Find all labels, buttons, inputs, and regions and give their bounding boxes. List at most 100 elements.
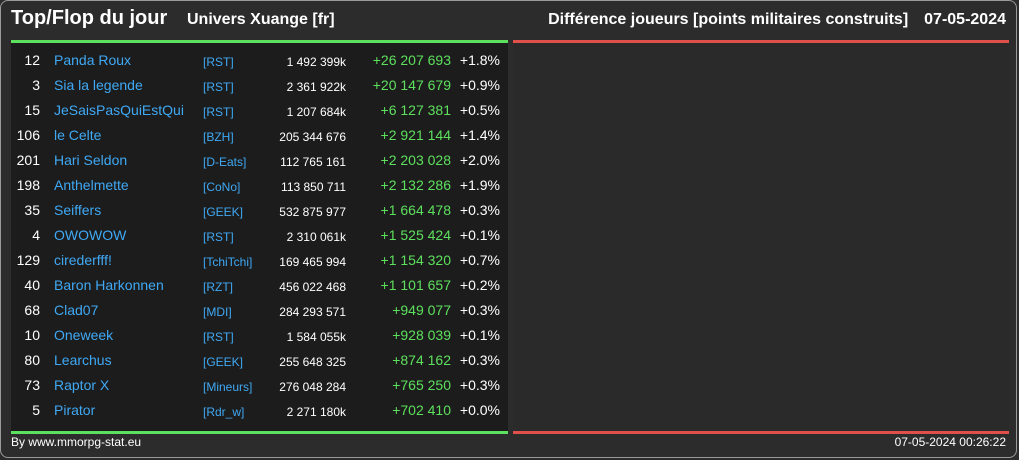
- table-row: 198 Anthelmette [CoNo] 113 850 711 +2 132 28…: [11, 175, 508, 200]
- percent-change: +0.3%: [459, 352, 500, 368]
- player-points: 1 207 684k: [286, 105, 346, 119]
- alliance-tag-link[interactable]: [Rdr_w]: [203, 405, 245, 419]
- table-row: 15 JeSaisPasQuiEstQui [RST] 1 207 684k +6 12…: [11, 100, 508, 125]
- top-panel: 12 Panda Roux [RST] 1 492 399k +26 207 693 +1…: [11, 43, 508, 433]
- header-right: Différence joueurs [points militaires co…: [548, 11, 1006, 29]
- player-name-link[interactable]: cirederfff!: [54, 252, 112, 268]
- top-section-bar: [11, 40, 508, 43]
- player-points: 2 310 061k: [286, 230, 346, 244]
- percent-change: +0.1%: [459, 227, 500, 243]
- table-row: 10 Oneweek [RST] 1 584 055k +928 039 +0.1%: [11, 325, 508, 350]
- alliance-tag-link[interactable]: [GEEK]: [203, 205, 244, 219]
- player-rank: 201: [16, 152, 40, 168]
- top-list: 12 Panda Roux [RST] 1 492 399k +26 207 693 +1…: [11, 50, 508, 425]
- alliance-tag-link[interactable]: [RST]: [203, 330, 234, 344]
- player-rank: 106: [16, 127, 40, 143]
- alliance-tag-link[interactable]: [D-Eats]: [203, 155, 247, 169]
- player-points: 112 765 161: [280, 155, 346, 169]
- alliance-tag-link[interactable]: [RZT]: [203, 280, 233, 294]
- player-points: 169 465 994: [279, 255, 346, 269]
- alliance-tag-link[interactable]: [CoNo]: [203, 180, 241, 194]
- player-name-link[interactable]: Sia la legende: [54, 77, 143, 93]
- player-points: 255 648 325: [279, 355, 346, 369]
- player-rank: 68: [24, 302, 40, 318]
- points-difference: +1 154 320: [380, 252, 451, 268]
- player-points: 2 271 180k: [286, 405, 346, 419]
- player-points: 113 850 711: [281, 180, 346, 194]
- percent-change: +0.9%: [459, 77, 500, 93]
- table-row: 73 Raptor X [Mineurs] 276 048 284 +765 250 +0…: [11, 375, 508, 400]
- alliance-tag-link[interactable]: [TchiTchi]: [203, 255, 253, 269]
- player-name-link[interactable]: Baron Harkonnen: [54, 277, 164, 293]
- flop-section-bar: [513, 40, 1009, 43]
- page-title: Top/Flop du jour: [11, 7, 168, 29]
- points-difference: +2 132 286: [380, 177, 451, 193]
- percent-change: +0.3%: [459, 202, 500, 218]
- points-difference: +2 921 144: [380, 127, 451, 143]
- points-difference: +702 410: [392, 402, 451, 418]
- top-section-bottom-bar: [11, 431, 508, 434]
- percent-change: +0.2%: [459, 277, 500, 293]
- points-difference: +20 147 679: [372, 77, 451, 93]
- points-difference: +928 039: [392, 327, 451, 343]
- player-name-link[interactable]: Clad07: [54, 302, 99, 318]
- player-name-link[interactable]: Pirator: [54, 402, 96, 418]
- points-difference: +6 127 381: [380, 102, 451, 118]
- percent-change: +0.3%: [459, 302, 500, 318]
- player-rank: 35: [24, 202, 40, 218]
- percent-change: +0.0%: [459, 402, 500, 418]
- player-name-link[interactable]: Oneweek: [54, 327, 114, 343]
- percent-change: +0.3%: [459, 377, 500, 393]
- report-date: 07-05-2024: [924, 11, 1006, 28]
- player-name-link[interactable]: le Celte: [54, 127, 102, 143]
- table-row: 129 cirederfff! [TchiTchi] 169 465 994 +1 15…: [11, 250, 508, 275]
- generated-timestamp: 07-05-2024 00:26:22: [894, 435, 1006, 449]
- points-difference: +765 250: [392, 377, 451, 393]
- table-row: 35 Seiffers [GEEK] 532 875 977 +1 664 478 +0.…: [11, 200, 508, 225]
- table-row: 201 Hari Seldon [D-Eats] 112 765 161 +2 203 …: [11, 150, 508, 175]
- table-row: 3 Sia la legende [RST] 2 361 922k +20 147 67…: [11, 75, 508, 100]
- player-points: 276 048 284: [279, 380, 346, 394]
- player-name-link[interactable]: Seiffers: [54, 202, 102, 218]
- alliance-tag-link[interactable]: [GEEK]: [203, 355, 244, 369]
- points-difference: +1 525 424: [380, 227, 451, 243]
- metric-label: Différence joueurs [points militaires co…: [548, 11, 909, 28]
- player-rank: 129: [16, 252, 40, 268]
- player-points: 456 022 468: [279, 280, 346, 294]
- alliance-tag-link[interactable]: [RST]: [203, 55, 234, 69]
- player-name-link[interactable]: OWOWOW: [54, 227, 127, 243]
- table-row: 4 OWOWOW [RST] 2 310 061k +1 525 424 +0.1%: [11, 225, 508, 250]
- alliance-tag-link[interactable]: [Mineurs]: [203, 380, 253, 394]
- player-points: 532 875 977: [279, 205, 346, 219]
- server-name: Univers Xuange [fr]: [187, 11, 335, 28]
- player-name-link[interactable]: Learchus: [54, 352, 112, 368]
- player-rank: 3: [32, 77, 40, 93]
- player-points: 284 293 571: [279, 305, 346, 319]
- alliance-tag-link[interactable]: [BZH]: [203, 130, 234, 144]
- header: Top/Flop du jour Univers Xuange [fr] Dif…: [11, 7, 1006, 39]
- player-rank: 12: [24, 52, 40, 68]
- alliance-tag-link[interactable]: [RST]: [203, 105, 234, 119]
- player-name-link[interactable]: Panda Roux: [54, 52, 132, 68]
- points-difference: +874 162: [392, 352, 451, 368]
- player-name-link[interactable]: JeSaisPasQuiEstQui: [54, 102, 184, 118]
- table-row: 80 Learchus [GEEK] 255 648 325 +874 162 +0.3%: [11, 350, 508, 375]
- player-rank: 40: [24, 277, 40, 293]
- percent-change: +1.4%: [459, 127, 500, 143]
- percent-change: +2.0%: [459, 152, 500, 168]
- player-points: 1 584 055k: [286, 330, 346, 344]
- player-name-link[interactable]: Raptor X: [54, 377, 110, 393]
- points-difference: +26 207 693: [372, 52, 451, 68]
- percent-change: +0.5%: [459, 102, 500, 118]
- alliance-tag-link[interactable]: [MDI]: [203, 305, 232, 319]
- flop-section-bottom-bar: [513, 431, 1009, 434]
- alliance-tag-link[interactable]: [RST]: [203, 80, 234, 94]
- table-row: 12 Panda Roux [RST] 1 492 399k +26 207 693 +1…: [11, 50, 508, 75]
- alliance-tag-link[interactable]: [RST]: [203, 230, 234, 244]
- percent-change: +0.1%: [459, 327, 500, 343]
- player-name-link[interactable]: Anthelmette: [54, 177, 129, 193]
- player-name-link[interactable]: Hari Seldon: [54, 152, 128, 168]
- table-row: 68 Clad07 [MDI] 284 293 571 +949 077 +0.3%: [11, 300, 508, 325]
- player-points: 2 361 922k: [286, 80, 346, 94]
